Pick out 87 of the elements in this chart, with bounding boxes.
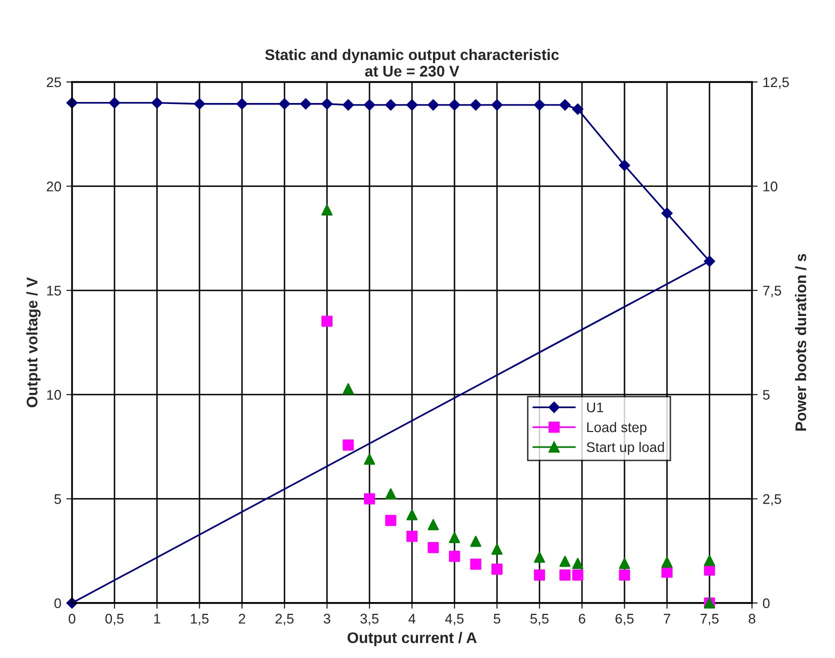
x-tick-label: 7 [664,614,670,624]
point [428,99,439,111]
y-tick-label: 5 [54,494,61,504]
y-tick-label: 20 [46,182,62,192]
x-tick-label: 4,5 [445,614,464,626]
x-tick-label: 6,5 [616,614,634,626]
point [342,99,354,111]
legend-label: Start up load [586,442,664,455]
point [364,99,376,111]
x-tick-label: 5,5 [530,614,549,626]
y2-tick-label: 0 [762,598,770,608]
x-axis-title: Output current / A [348,632,477,646]
x-tick-label: 6 [578,614,586,624]
point [534,99,546,111]
x-tick-label: 4 [408,614,416,624]
point [491,564,503,575]
point [194,98,206,110]
point [559,556,571,567]
point [278,98,290,110]
point [385,488,396,500]
x-tick-label: 0,5 [105,614,124,626]
x-tick-label: 1,5 [190,614,209,626]
point [470,558,482,570]
point [321,98,333,110]
point [704,554,716,566]
point [385,514,396,526]
point [300,98,312,110]
x-tick-label: 0 [68,614,76,624]
point [448,532,460,544]
point [572,103,584,115]
point [428,519,439,530]
point [661,566,673,578]
point [66,97,78,108]
y2-tick-label: 7,5 [763,286,782,298]
point [448,99,460,111]
y-tick-label: 25 [46,77,62,88]
point [406,530,418,542]
point [406,99,418,111]
point [661,208,673,219]
x-tick-label: 1 [154,614,160,624]
x-tick-label: 2 [238,614,246,624]
y-tick-label: 10 [47,390,62,400]
y2-axis-title: Power boots duration / s [795,254,806,431]
point [618,570,630,581]
point [448,550,460,562]
point [491,99,503,111]
point [559,570,571,581]
point [618,558,630,569]
point [151,97,163,108]
y2-tick-label: 10 [763,182,778,192]
point [661,556,673,568]
point [364,493,376,504]
point [618,160,630,171]
x-tick-label: 3,5 [360,614,379,626]
point [364,454,376,465]
y-tick-label: 15 [47,286,62,296]
point [704,256,716,267]
legend-label: Load step [587,422,647,435]
y2-tick-label: 2,5 [763,494,782,506]
y2-tick-label: 12,5 [763,77,789,89]
point [491,544,503,555]
point [428,542,439,554]
point [321,316,333,327]
point [470,99,482,111]
point [236,98,248,110]
x-tick-label: 3 [324,614,330,624]
x-tick-label: 7,5 [700,614,719,626]
point [321,204,333,216]
point [534,570,546,581]
point [572,558,584,569]
y2-tick-label: 5 [762,390,770,400]
point [559,99,571,111]
point [342,383,354,394]
legend-label: U1 [587,402,604,412]
y-axis-title: Output voltage / V [26,277,41,408]
x-tick-label: 5 [494,614,500,624]
point [108,97,120,108]
y-tick-label: 0 [54,598,62,608]
x-tick-label: 8 [748,614,756,624]
chart-title: Static and dynamic output characteristic at Ue = 230 V [265,48,559,77]
point [406,509,418,520]
point [470,536,482,547]
x-tick-label: 2,5 [276,614,294,626]
point [534,552,546,563]
point [385,99,396,111]
point [342,439,354,451]
point [572,570,584,581]
